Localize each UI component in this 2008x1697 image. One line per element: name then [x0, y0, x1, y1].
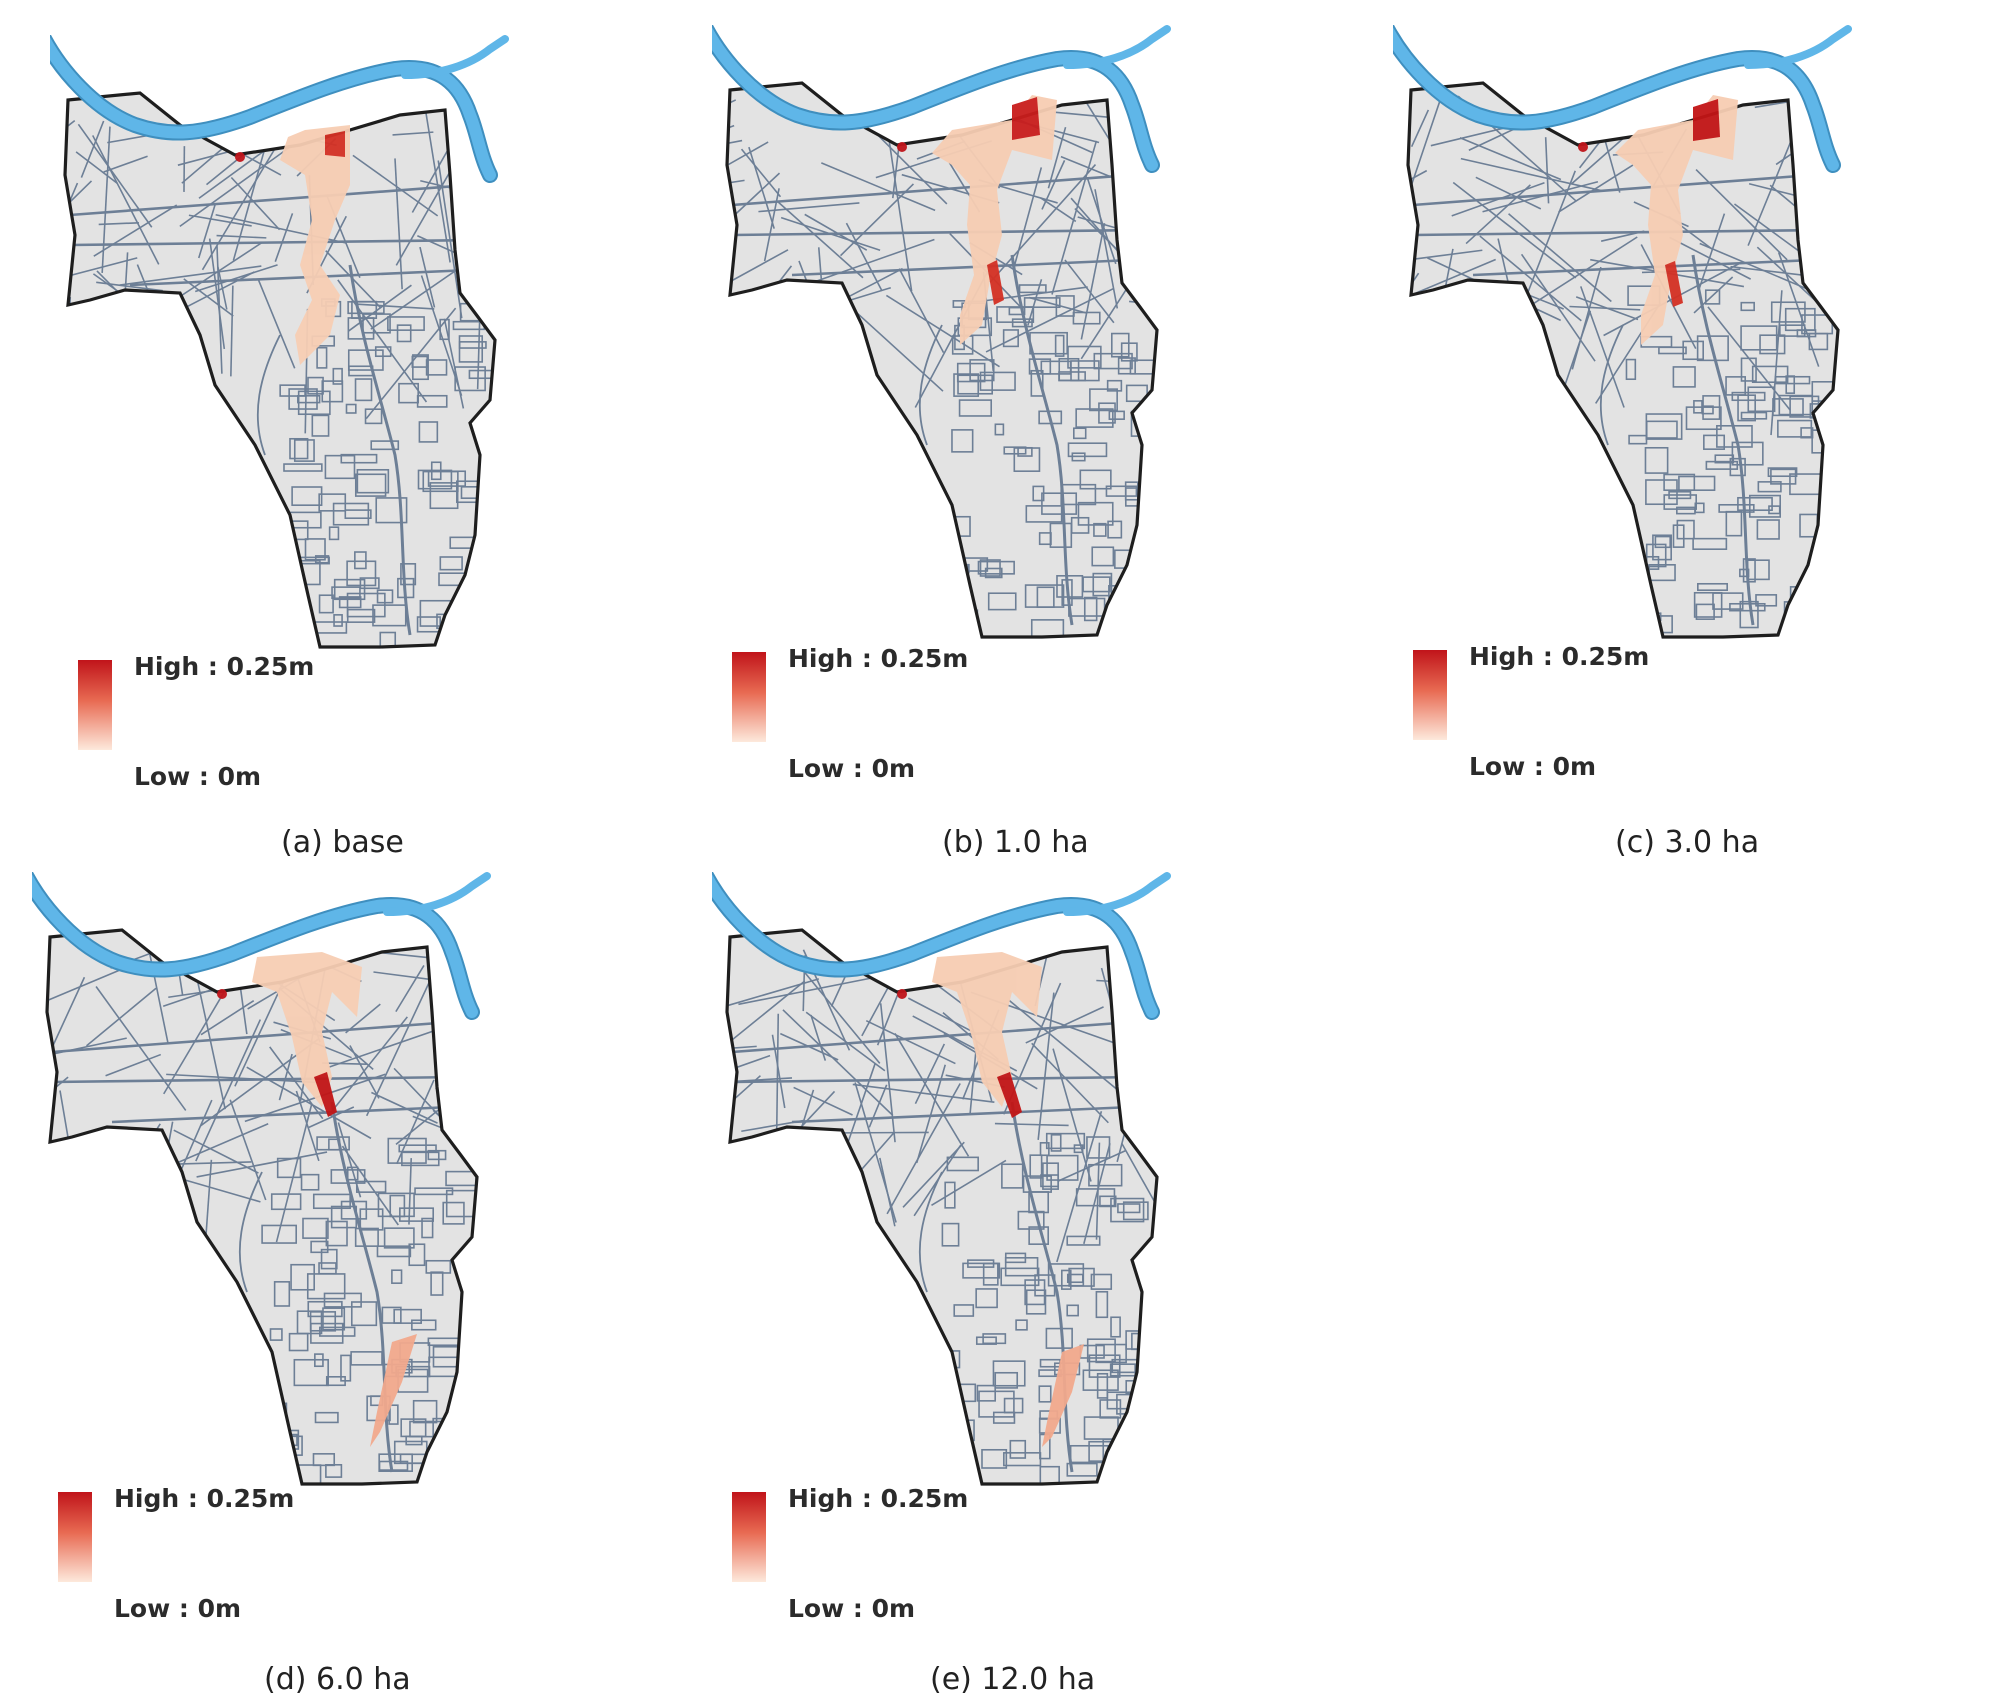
flood-map [32, 872, 672, 1692]
map-layers [1393, 25, 1932, 640]
map-panel-base: High : 0.25m Low : 0m [50, 35, 690, 855]
flood-map [50, 35, 690, 855]
legend-low-label: Low : 0m [788, 754, 915, 783]
land-area [65, 93, 495, 647]
depth-color-ramp [732, 652, 766, 742]
map-layers [50, 35, 548, 648]
depth-color-ramp [78, 660, 112, 750]
flood-map [712, 25, 1352, 845]
flood-map [1393, 25, 2008, 845]
land-area [727, 930, 1157, 1484]
flood-depth-area [1012, 97, 1040, 140]
flood-hotspot [235, 152, 245, 162]
legend-high-label: High : 0.25m [788, 644, 968, 673]
map-layers [712, 872, 1207, 1490]
flood-depth-area [1693, 99, 1720, 141]
land-area [47, 930, 477, 1484]
flood-hotspot [897, 142, 907, 152]
legend-high-label: High : 0.25m [134, 652, 314, 681]
depth-color-ramp [732, 1492, 766, 1582]
legend-high-label: High : 0.25m [788, 1484, 968, 1513]
legend-high-label: High : 0.25m [1469, 642, 1649, 671]
map-layers [712, 25, 1251, 639]
caption-panel-b: (b) 1.0 ha [942, 825, 1089, 860]
map-layers [32, 872, 549, 1487]
legend-low-label: Low : 0m [788, 1594, 915, 1623]
map-panel-3ha: High : 0.25m Low : 0m [1393, 25, 2008, 845]
depth-color-ramp [58, 1492, 92, 1582]
legend-low-label: Low : 0m [134, 762, 261, 791]
map-panel-1ha: High : 0.25m Low : 0m [712, 25, 1352, 845]
flood-hotspot [897, 989, 907, 999]
caption-panel-c: (c) 3.0 ha [1615, 825, 1759, 860]
flood-hotspot [1578, 142, 1588, 152]
legend-high-label: High : 0.25m [114, 1484, 294, 1513]
legend-low-label: Low : 0m [1469, 752, 1596, 781]
caption-panel-a: (a) base [281, 825, 404, 860]
legend-low-label: Low : 0m [114, 1594, 241, 1623]
map-panel-6ha: High : 0.25m Low : 0m [32, 872, 672, 1692]
flood-hotspot [217, 989, 227, 999]
map-panel-12ha: High : 0.25m Low : 0m [712, 872, 1352, 1692]
depth-color-ramp [1413, 650, 1447, 740]
flood-depth-area [325, 131, 345, 157]
flood-map [712, 872, 1352, 1692]
